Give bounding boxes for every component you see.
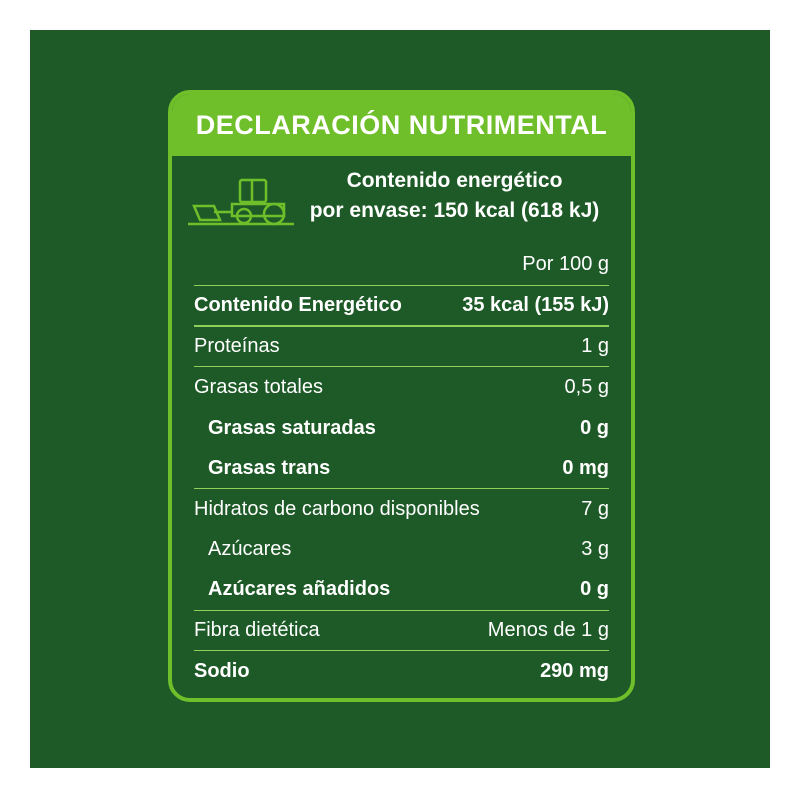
nutrient-name: Azúcares	[208, 538, 292, 561]
nutrient-name: Hidratos de carbono disponibles	[194, 497, 480, 520]
tractor-icon	[188, 178, 294, 226]
nutrient-value: Menos de 1 g	[487, 619, 609, 642]
nutrient-value: 35 kcal (155 kJ)	[462, 293, 609, 316]
table-row: Azúcares añadidos 0 g	[194, 570, 609, 611]
nutrient-value: 7 g	[581, 497, 609, 520]
table-row: Hidratos de carbono disponibles 7 g	[194, 489, 609, 530]
table-row: Proteínas 1 g	[194, 327, 609, 368]
table-row: Grasas trans 0 mg	[194, 448, 609, 489]
table-row: Sodio 290 mg	[194, 651, 609, 692]
nutrient-value: 0 g	[580, 578, 609, 601]
energy-text: Contenido energético por envase: 150 kca…	[292, 166, 617, 226]
nutrient-name: Sodio	[194, 660, 250, 683]
nutrient-name: Contenido Energético	[194, 293, 402, 316]
table-row: Grasas saturadas 0 g	[194, 408, 609, 449]
table-row: Fibra dietética Menos de 1 g	[194, 611, 609, 652]
label-title: DECLARACIÓN NUTRIMENTAL	[172, 94, 631, 156]
nutrient-value: 1 g	[581, 334, 609, 357]
nutrient-value: 0 g	[580, 416, 609, 439]
nutrient-name: Grasas trans	[208, 456, 331, 479]
table-row: Azúcares 3 g	[194, 530, 609, 571]
nutrient-name: Grasas totales	[194, 375, 323, 398]
table-row: Grasas totales 0,5 g	[194, 367, 609, 408]
energy-line-1: Contenido energético	[346, 169, 563, 192]
nutrient-value: 290 mg	[540, 660, 609, 683]
energy-line-2: por envase: 150 kcal (618 kJ)	[309, 199, 600, 222]
nutrition-table: Por 100 g Contenido Energético 35 kcal (…	[172, 244, 631, 692]
column-header: Por 100 g	[522, 253, 609, 275]
nutrient-name: Azúcares añadidos	[208, 578, 391, 601]
nutrient-value: 0 mg	[562, 456, 609, 479]
nutrient-value: 3 g	[581, 538, 609, 561]
nutrition-label: DECLARACIÓN NUTRIMENTAL Contenido energé…	[168, 90, 635, 702]
nutrient-name: Grasas saturadas	[208, 416, 376, 439]
energy-per-package: Contenido energético por envase: 150 kca…	[172, 156, 631, 244]
table-row: Contenido Energético 35 kcal (155 kJ)	[194, 286, 609, 327]
nutrient-value: 0,5 g	[564, 375, 609, 398]
column-header-row: Por 100 g	[194, 244, 609, 286]
nutrient-name: Proteínas	[194, 334, 280, 357]
nutrient-name: Fibra dietética	[194, 619, 320, 642]
